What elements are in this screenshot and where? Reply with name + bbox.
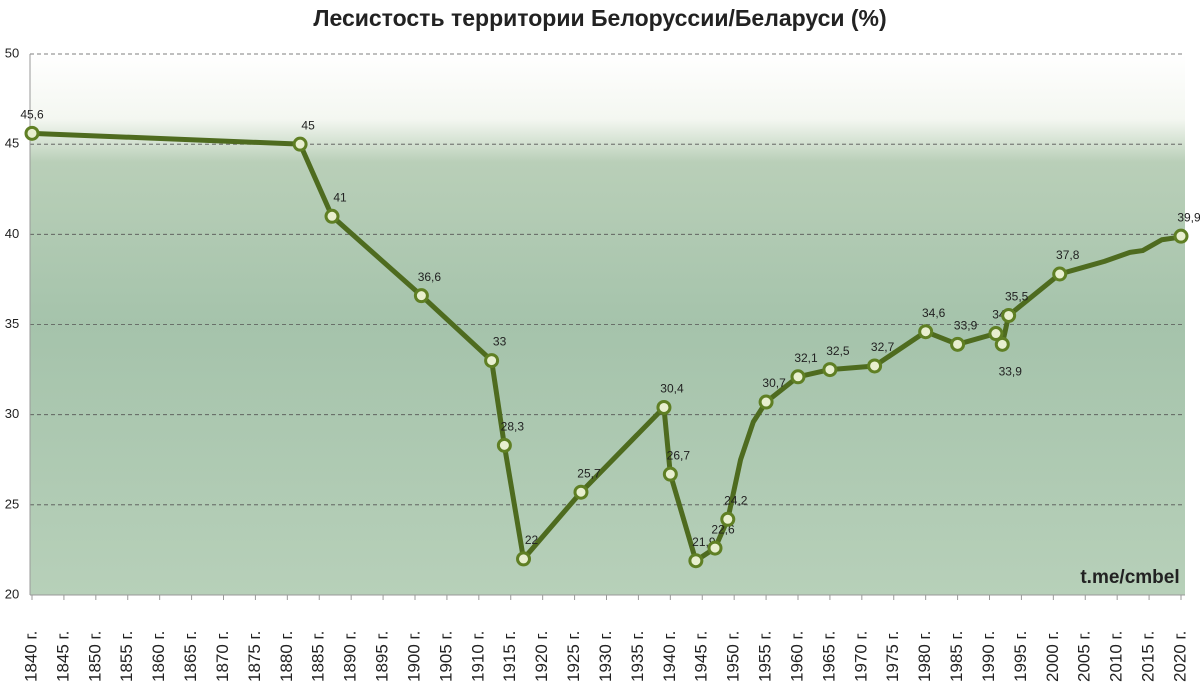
- x-tick-label: 1935 г.: [628, 631, 647, 682]
- data-point: [1001, 307, 1017, 323]
- data-label: 33,9: [954, 319, 978, 333]
- x-tick-label: 1965 г.: [819, 631, 838, 682]
- x-tick-label: 2005 г.: [1075, 631, 1094, 682]
- x-tick-label: 1990 г.: [979, 631, 998, 682]
- x-tick-label: 2020 г.: [1170, 631, 1189, 682]
- data-point: [1052, 266, 1068, 282]
- x-tick-label: 2010 г.: [1107, 631, 1126, 682]
- x-tick-label: 1915 г.: [500, 631, 519, 682]
- data-point: [662, 466, 678, 482]
- y-tick-label: 35: [5, 316, 19, 331]
- x-tick-label: 1890 г.: [341, 631, 360, 682]
- x-tick-label: 1955 г.: [756, 631, 775, 682]
- x-tick-label: 1950 г.: [724, 631, 743, 682]
- data-point: [822, 362, 838, 378]
- x-tick-label: 1875 г.: [245, 631, 264, 682]
- data-point: [688, 553, 704, 569]
- data-label: 45: [301, 118, 315, 132]
- y-tick-label: 45: [5, 136, 19, 151]
- x-tick-label: 1840 г.: [21, 631, 40, 682]
- data-point: [484, 353, 500, 369]
- chart-title: Лесистость территории Белоруссии/Беларус…: [313, 5, 886, 31]
- x-tick-label: 1870 г.: [213, 631, 232, 682]
- data-label: 30,4: [660, 382, 684, 396]
- x-tick-label: 1845 г.: [53, 631, 72, 682]
- data-point: [707, 540, 723, 556]
- data-label: 35,5: [1005, 290, 1029, 304]
- x-tick-label: 1885 г.: [309, 631, 328, 682]
- x-tick-label: 1850 г.: [85, 631, 104, 682]
- data-label: 41: [333, 190, 347, 204]
- x-tick-label: 1865 г.: [181, 631, 200, 682]
- data-point: [656, 399, 672, 415]
- data-point: [758, 394, 774, 410]
- data-label: 26,7: [667, 448, 691, 462]
- data-point: [413, 288, 429, 304]
- x-tick-label: 1980 г.: [915, 631, 934, 682]
- data-label: 25,7: [577, 466, 601, 480]
- x-tick-label: 1995 г.: [1011, 631, 1030, 682]
- data-label: 36,6: [418, 270, 442, 284]
- x-tick-label: 1930 г.: [596, 631, 615, 682]
- data-point: [24, 125, 40, 141]
- y-tick-label: 40: [5, 226, 19, 241]
- data-point: [573, 484, 589, 500]
- data-point: [790, 369, 806, 385]
- data-label: 32,5: [826, 344, 850, 358]
- data-label: 24,2: [724, 493, 748, 507]
- x-tick-label: 1880 г.: [277, 631, 296, 682]
- data-point: [720, 511, 736, 527]
- x-tick-label: 1970 г.: [851, 631, 870, 682]
- data-label: 45,6: [20, 108, 44, 122]
- y-tick-label: 30: [5, 406, 19, 421]
- data-label: 33,9: [999, 365, 1023, 379]
- x-tick-label: 1925 г.: [564, 631, 583, 682]
- x-tick-label: 1855 г.: [117, 631, 136, 682]
- x-tick-label: 1895 г.: [373, 631, 392, 682]
- x-tick-label: 1940 г.: [660, 631, 679, 682]
- x-tick-label: 1910 г.: [468, 631, 487, 682]
- data-label: 30,7: [762, 376, 786, 390]
- y-tick-label: 50: [5, 45, 19, 60]
- y-tick-label: 25: [5, 496, 19, 511]
- data-point: [292, 136, 308, 152]
- data-label: 22: [525, 533, 539, 547]
- data-label: 34,6: [922, 306, 946, 320]
- data-point: [1173, 228, 1189, 244]
- x-tick-label: 1860 г.: [149, 631, 168, 682]
- data-point: [994, 336, 1010, 352]
- y-tick-label: 20: [5, 586, 19, 601]
- data-point: [516, 551, 532, 567]
- x-tick-label: 1920 г.: [532, 631, 551, 682]
- x-tick-label: 1945 г.: [692, 631, 711, 682]
- data-point: [324, 208, 340, 224]
- data-point: [496, 437, 512, 453]
- data-point: [950, 336, 966, 352]
- x-tick-label: 1900 г.: [404, 631, 423, 682]
- data-label: 32,7: [871, 340, 895, 354]
- x-tick-label: 1985 г.: [947, 631, 966, 682]
- x-tick-label: 1975 г.: [883, 631, 902, 682]
- data-point: [867, 358, 883, 374]
- data-point: [918, 324, 934, 340]
- x-tick-label: 1960 г.: [787, 631, 806, 682]
- data-label: 28,3: [501, 419, 525, 433]
- x-tick-label: 1905 г.: [436, 631, 455, 682]
- data-label: 33: [493, 335, 507, 349]
- data-line: [31, 130, 1182, 564]
- x-tick-label: 2000 г.: [1043, 631, 1062, 682]
- watermark: t.me/cmbel: [1080, 567, 1179, 588]
- x-tick-label: 2015 г.: [1139, 631, 1158, 682]
- data-label: 37,8: [1056, 248, 1080, 262]
- data-label: 32,1: [794, 351, 818, 365]
- data-label: 39,9: [1177, 210, 1200, 224]
- data-point: [988, 326, 1004, 342]
